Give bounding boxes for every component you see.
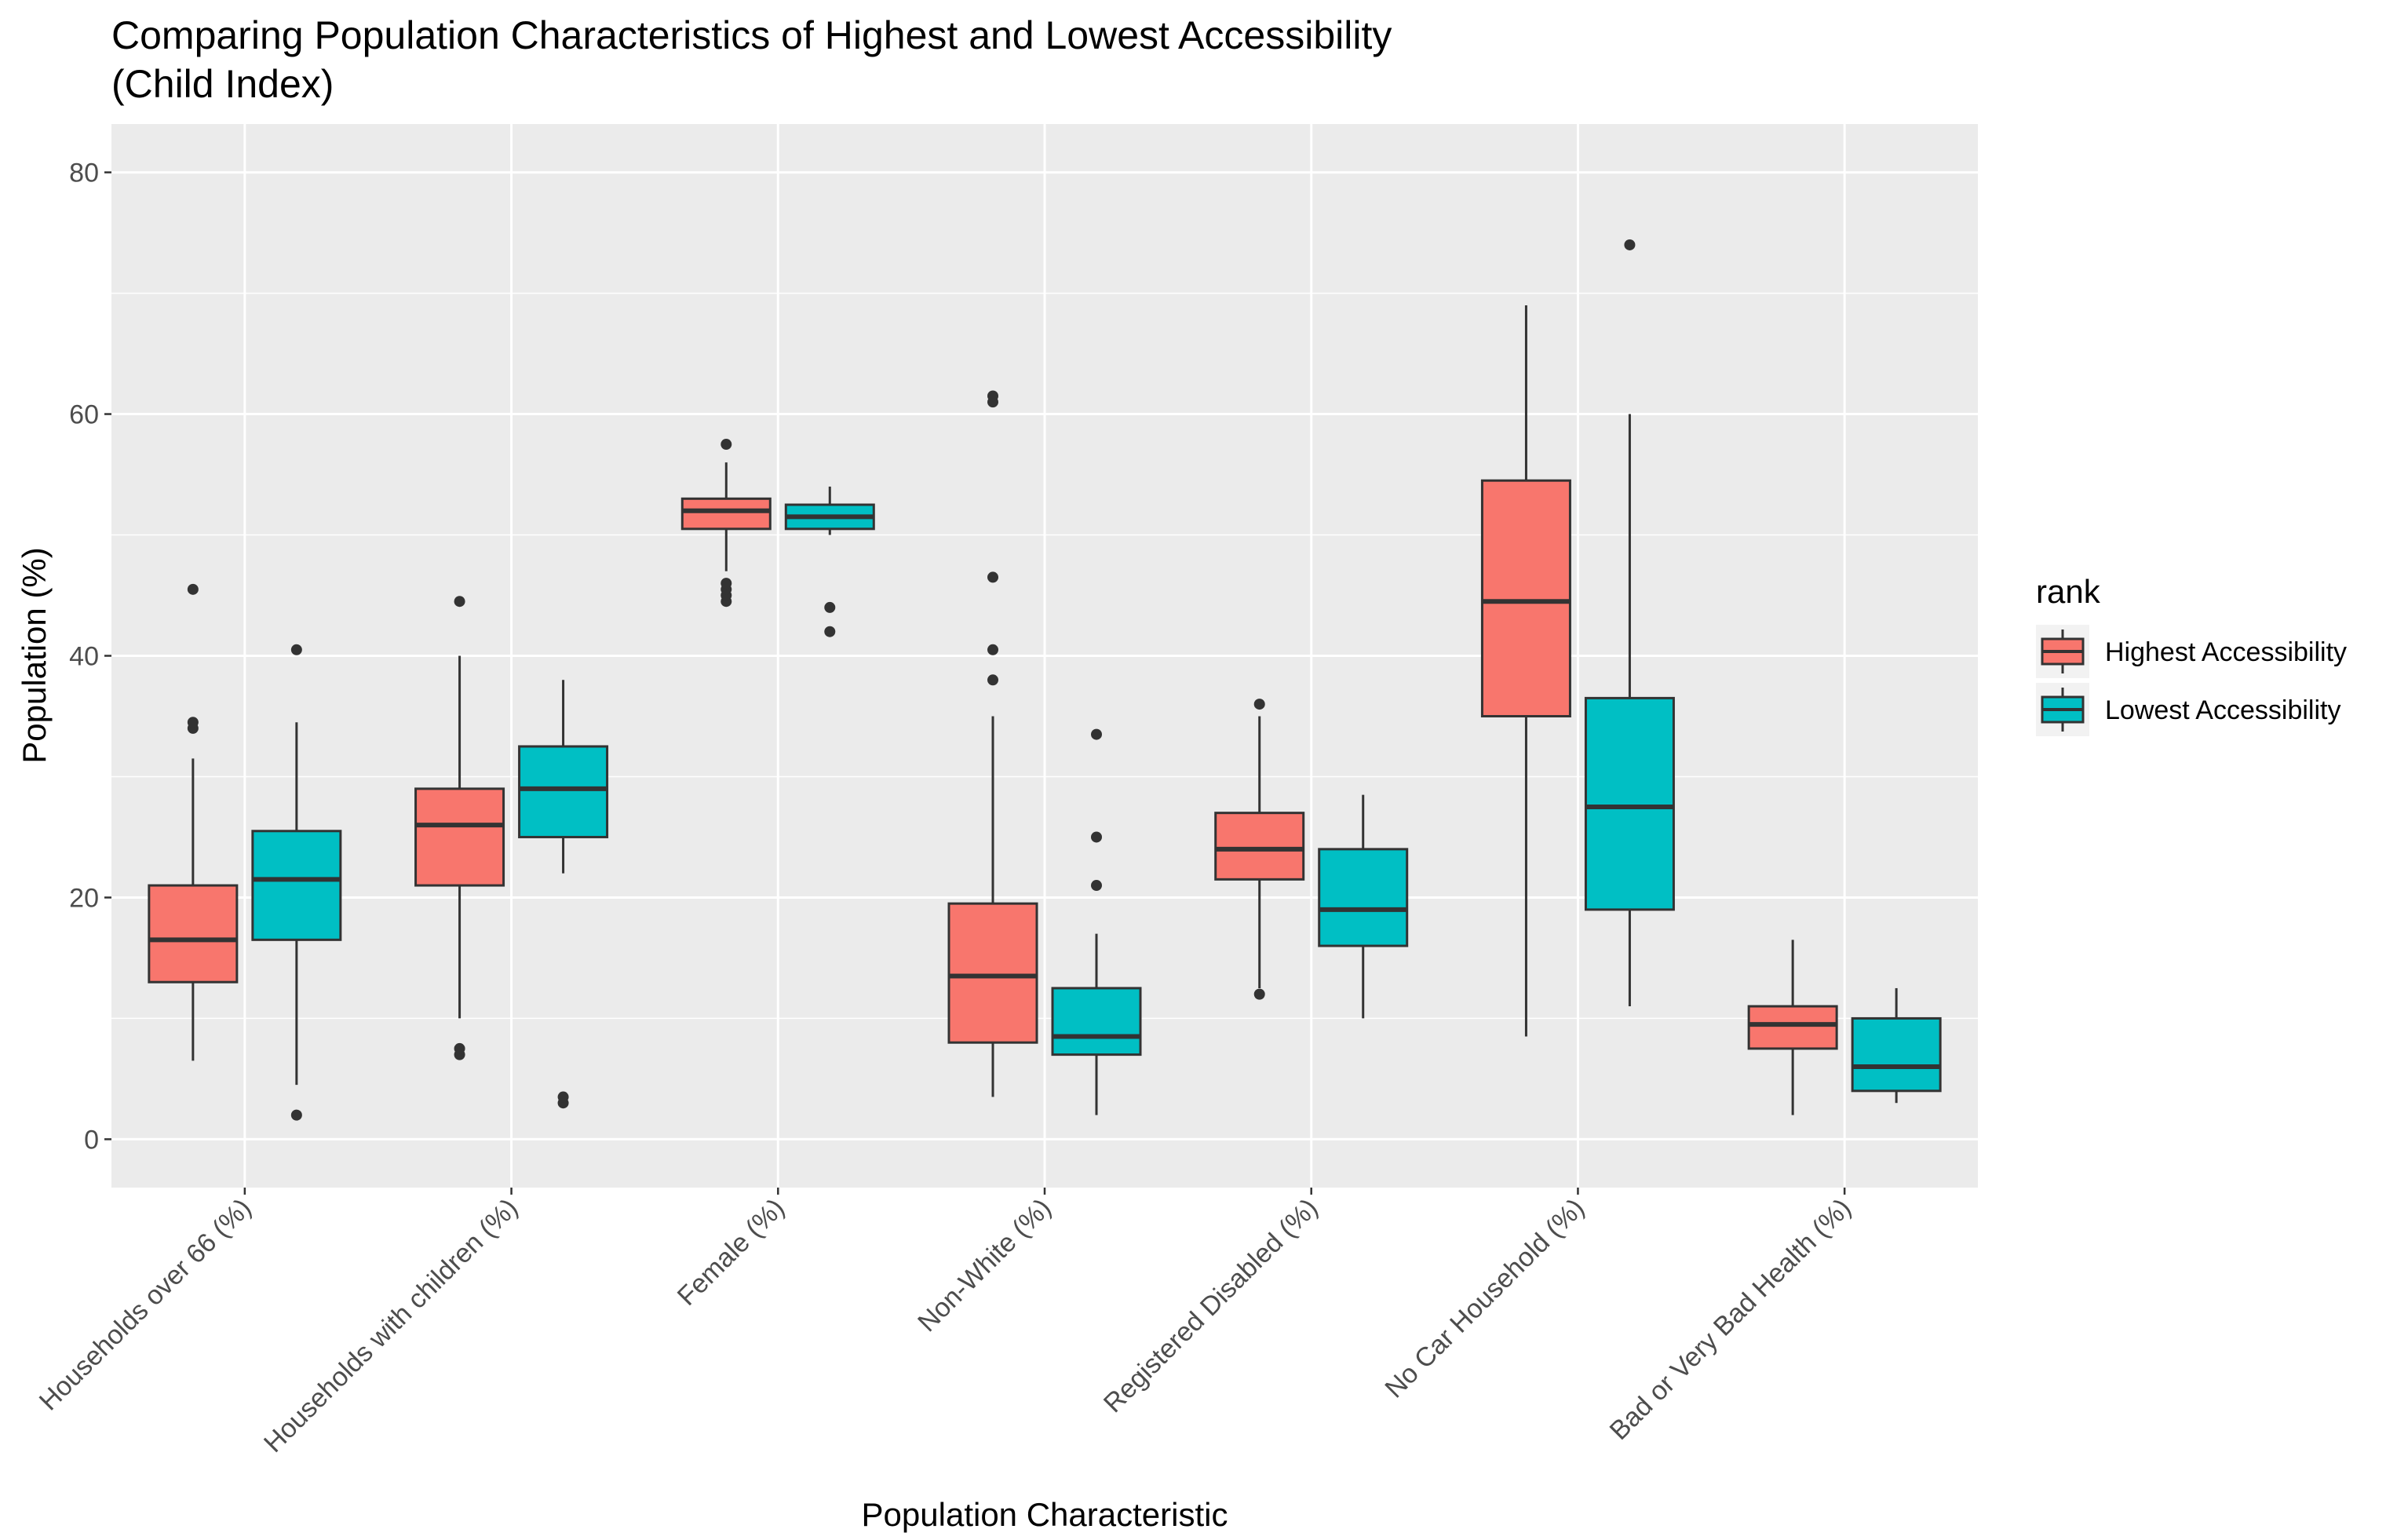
x-axis-title: Population Characteristic: [862, 1496, 1228, 1533]
outlier-point: [454, 596, 465, 608]
legend-label: Highest Accessibility: [2105, 637, 2347, 667]
box-body: [1214, 812, 1305, 881]
y-tick-label: 0: [84, 1125, 99, 1155]
box-body: [148, 884, 239, 983]
box-lowest: [1584, 239, 1675, 1007]
box-series: [148, 239, 1942, 1121]
outlier-point: [824, 601, 836, 613]
outlier-point: [290, 1109, 302, 1121]
x-tick-label: Households over 66 (%): [34, 1193, 257, 1417]
x-tick-label: Registered Disabled (%): [1098, 1193, 1323, 1418]
box-highest: [680, 439, 772, 608]
box-highest: [947, 390, 1038, 1097]
legend-key: Highest Accessibility: [2036, 625, 2347, 678]
box-body: [1318, 848, 1409, 947]
x-tick-label: Households with children (%): [258, 1193, 524, 1458]
box-lowest: [784, 486, 875, 637]
y-tick-label: 20: [69, 883, 99, 913]
box-highest: [148, 583, 239, 1061]
box-lowest: [518, 680, 609, 1109]
y-tick-label: 40: [69, 642, 99, 672]
box-lowest: [1051, 728, 1142, 1115]
y-tick-label: 60: [69, 400, 99, 430]
y-tick-label: 80: [69, 159, 99, 188]
outlier-point: [1624, 239, 1636, 250]
y-axis-ticks: 0 20 40 60 80: [69, 159, 111, 1155]
legend-title: rank: [2036, 573, 2101, 610]
outlier-point: [454, 1042, 465, 1054]
outlier-point: [721, 439, 732, 451]
outlier-point: [1091, 880, 1102, 892]
box-body: [518, 745, 609, 838]
y-axis-title: Population (%): [16, 547, 53, 763]
legend-label: Lowest Accessibility: [2105, 695, 2340, 725]
box-lowest: [1318, 794, 1409, 1019]
box-highest: [414, 596, 505, 1060]
outlier-point: [1091, 831, 1102, 843]
x-tick-label: Female (%): [672, 1193, 790, 1312]
box-highest: [1747, 940, 1838, 1115]
chart-subtitle: (Child Index): [111, 62, 334, 106]
outlier-point: [290, 644, 302, 655]
box-body: [1480, 479, 1571, 717]
box-body: [414, 787, 505, 887]
outlier-point: [987, 644, 998, 655]
box-lowest: [1851, 987, 1942, 1104]
outlier-point: [987, 390, 998, 402]
x-tick-label: No Car Household (%): [1379, 1193, 1590, 1404]
x-axis-ticks: Households over 66 (%) Households with ch…: [34, 1188, 1857, 1458]
x-tick-label: Bad or Very Bad Health (%): [1604, 1193, 1857, 1446]
box-body: [947, 902, 1038, 1044]
outlier-point: [987, 674, 998, 686]
outlier-point: [987, 571, 998, 583]
box-lowest: [251, 644, 342, 1121]
box-body: [251, 830, 342, 941]
outlier-point: [824, 626, 836, 637]
outlier-point: [1253, 699, 1265, 710]
outlier-point: [1253, 988, 1265, 1000]
box-body: [680, 497, 772, 531]
box-highest: [1214, 699, 1305, 1000]
outlier-point: [557, 1091, 569, 1103]
box-body: [1584, 696, 1675, 911]
outlier-point: [1091, 728, 1102, 740]
chart-title: Comparing Population Characteristics of …: [111, 13, 1392, 57]
box-body: [1051, 987, 1142, 1056]
outlier-point: [187, 717, 199, 728]
outlier-point: [721, 578, 732, 589]
box-body: [1747, 1005, 1838, 1050]
legend-keys: Highest Accessibility Lowest Accessibilit…: [2036, 625, 2347, 736]
box-body: [1851, 1016, 1942, 1093]
legend: rank Highest Accessibility Lowest Accessi…: [2036, 573, 2347, 736]
legend-key: Lowest Accessibility: [2036, 683, 2340, 736]
grid-lines: [111, 124, 1978, 1188]
outlier-point: [187, 583, 199, 595]
x-tick-label: Non-White (%): [912, 1193, 1057, 1338]
box-highest: [1480, 305, 1571, 1037]
